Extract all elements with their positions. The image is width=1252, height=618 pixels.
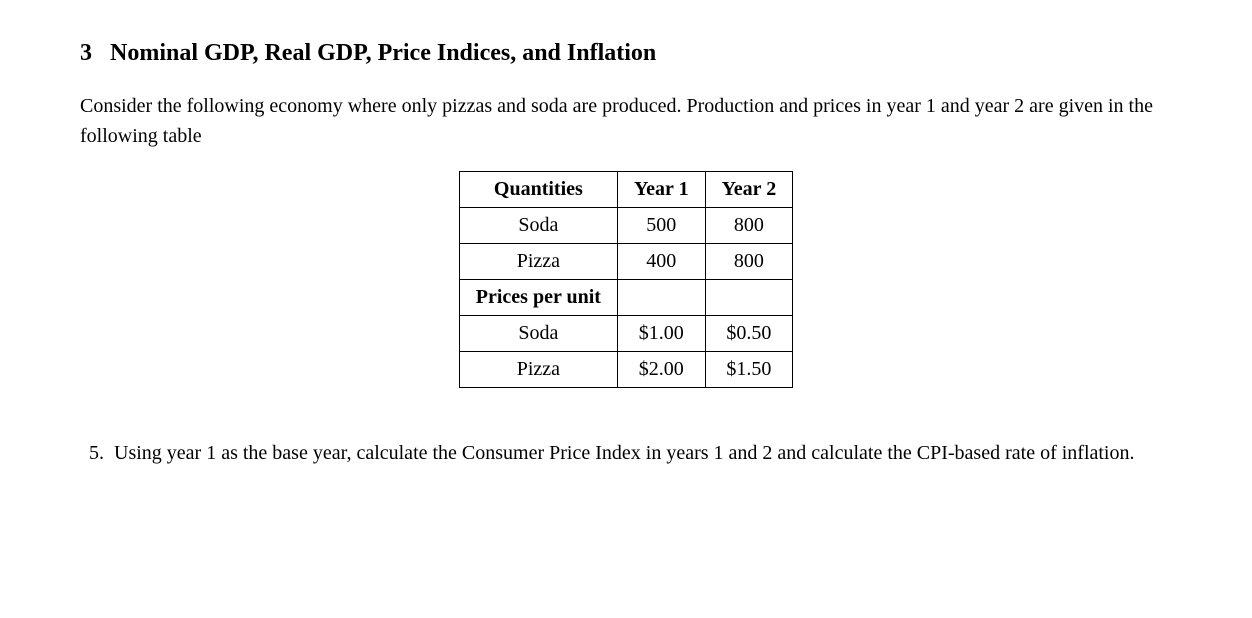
section-title: Nominal GDP, Real GDP, Price Indices, an…	[110, 40, 656, 66]
header-year1: Year 1	[617, 172, 705, 208]
header-quantities: Quantities	[459, 172, 617, 208]
cell-pizza-qty-label: Pizza	[459, 244, 617, 280]
table-header-row: Quantities Year 1 Year 2	[459, 172, 792, 208]
question-text: Using year 1 as the base year, calculate…	[114, 438, 1172, 468]
table-row: Soda 500 800	[459, 208, 792, 244]
table-row: Pizza 400 800	[459, 244, 792, 280]
header-year2: Year 2	[705, 172, 793, 208]
cell-pizza-qty-y2: 800	[705, 244, 793, 280]
cell-soda-price-y1: $1.00	[617, 316, 705, 352]
cell-soda-price-label: Soda	[459, 316, 617, 352]
section-heading: 3 Nominal GDP, Real GDP, Price Indices, a…	[80, 40, 1172, 67]
table-row: Pizza $2.00 $1.50	[459, 352, 792, 388]
cell-pizza-price-y1: $2.00	[617, 352, 705, 388]
intro-paragraph: Consider the following economy where onl…	[80, 91, 1172, 151]
cell-soda-price-y2: $0.50	[705, 316, 793, 352]
question-block: 5. Using year 1 as the base year, calcul…	[80, 438, 1172, 468]
cell-pizza-qty-y1: 400	[617, 244, 705, 280]
cell-prices-y2-blank	[705, 280, 793, 316]
section-number: 3	[80, 40, 92, 67]
cell-soda-qty-y1: 500	[617, 208, 705, 244]
table-row: Soda $1.00 $0.50	[459, 316, 792, 352]
cell-soda-qty-y2: 800	[705, 208, 793, 244]
data-table: Quantities Year 1 Year 2 Soda 500 800 Pi…	[459, 171, 793, 388]
cell-soda-qty-label: Soda	[459, 208, 617, 244]
cell-pizza-price-y2: $1.50	[705, 352, 793, 388]
cell-prices-header: Prices per unit	[459, 280, 617, 316]
question-number: 5.	[80, 438, 114, 468]
cell-prices-y1-blank	[617, 280, 705, 316]
cell-pizza-price-label: Pizza	[459, 352, 617, 388]
table-row: Prices per unit	[459, 280, 792, 316]
